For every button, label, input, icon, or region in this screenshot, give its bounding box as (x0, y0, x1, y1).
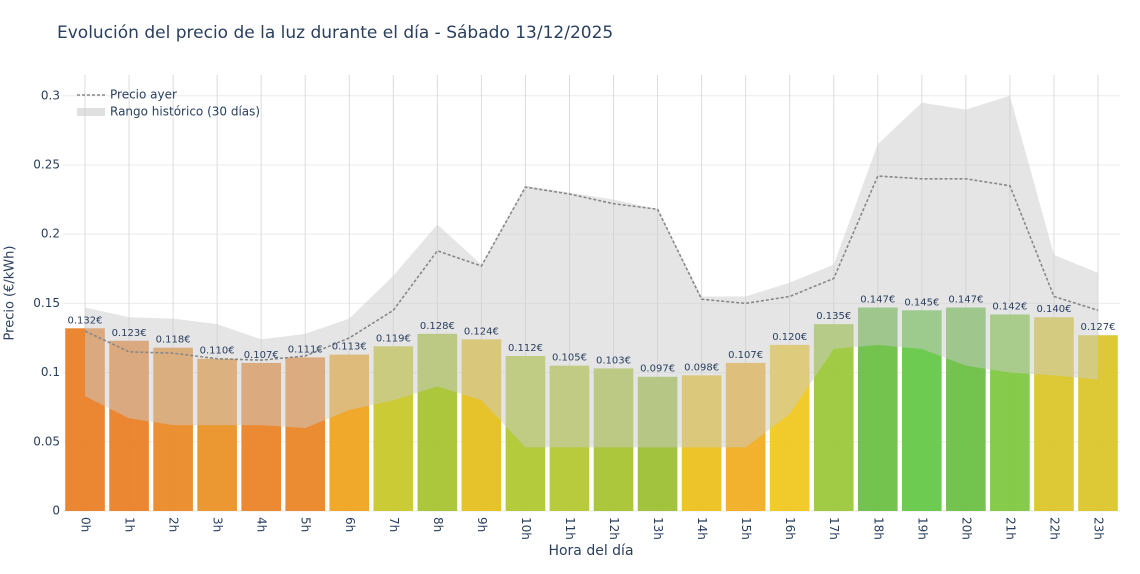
value-label: 0.120€ (772, 332, 807, 343)
value-label: 0.140€ (1036, 304, 1071, 315)
x-tick-label: 22h (1047, 517, 1061, 540)
y-axis-title: Precio (€/kWh) (3, 246, 18, 341)
legend-label: Rango histórico (30 días) (110, 105, 260, 119)
legend-swatch (77, 108, 105, 116)
y-tick-label: 0.1 (41, 365, 60, 379)
value-label: 0.124€ (464, 326, 499, 337)
x-tick-label: 7h (387, 517, 401, 532)
value-label: 0.147€ (860, 295, 895, 306)
x-tick-label: 18h (871, 517, 885, 540)
chart-title: Evolución del precio de la luz durante e… (57, 23, 613, 43)
value-label: 0.107€ (728, 350, 763, 361)
x-axis-title: Hora del día (548, 543, 633, 559)
x-tick-label: 12h (607, 517, 621, 540)
y-tick-label: 0 (52, 504, 60, 518)
value-label: 0.119€ (376, 333, 411, 344)
x-tick-label: 5h (299, 517, 313, 532)
value-label: 0.105€ (552, 353, 587, 364)
x-tick-label: 23h (1091, 517, 1105, 540)
value-label: 0.111€ (288, 344, 323, 355)
y-tick-label: 0.3 (41, 88, 60, 102)
value-label: 0.098€ (684, 362, 719, 373)
range-band (85, 95, 1098, 448)
value-label: 0.112€ (508, 343, 543, 354)
x-tick-label: 0h (79, 517, 93, 532)
value-label: 0.113€ (332, 342, 367, 353)
value-label: 0.127€ (1080, 322, 1115, 333)
x-tick-label: 4h (255, 517, 269, 532)
x-tick-label: 8h (431, 517, 445, 532)
x-tick-label: 9h (475, 517, 489, 532)
legend-label: Precio ayer (110, 88, 177, 102)
value-label: 0.123€ (112, 328, 147, 339)
y-tick-label: 0.15 (33, 296, 60, 310)
x-tick-label: 10h (519, 517, 533, 540)
x-tick-label: 6h (343, 517, 357, 532)
value-label: 0.128€ (420, 321, 455, 332)
y-tick-label: 0.05 (33, 434, 60, 448)
x-tick-label: 21h (1003, 517, 1017, 540)
y-tick-label: 0.2 (41, 227, 60, 241)
x-tick-label: 13h (651, 517, 665, 540)
y-tick-label: 0.25 (33, 157, 60, 171)
x-tick-label: 20h (959, 517, 973, 540)
x-tick-label: 16h (783, 517, 797, 540)
value-label: 0.103€ (596, 355, 631, 366)
x-tick-label: 15h (739, 517, 753, 540)
x-tick-label: 1h (123, 517, 137, 532)
x-tick-label: 2h (167, 517, 181, 532)
value-label: 0.142€ (992, 301, 1027, 312)
x-tick-label: 14h (695, 517, 709, 540)
value-label: 0.147€ (948, 295, 983, 306)
x-tick-label: 19h (915, 517, 929, 540)
x-tick-label: 3h (211, 517, 225, 532)
value-label: 0.110€ (200, 346, 235, 357)
value-label: 0.132€ (68, 315, 103, 326)
value-label: 0.118€ (156, 335, 191, 346)
value-label: 0.107€ (244, 350, 279, 361)
x-tick-label: 17h (827, 517, 841, 540)
x-tick-label: 11h (563, 517, 577, 540)
value-label: 0.145€ (904, 297, 939, 308)
value-label: 0.135€ (816, 311, 851, 322)
value-label: 0.097€ (640, 364, 675, 375)
